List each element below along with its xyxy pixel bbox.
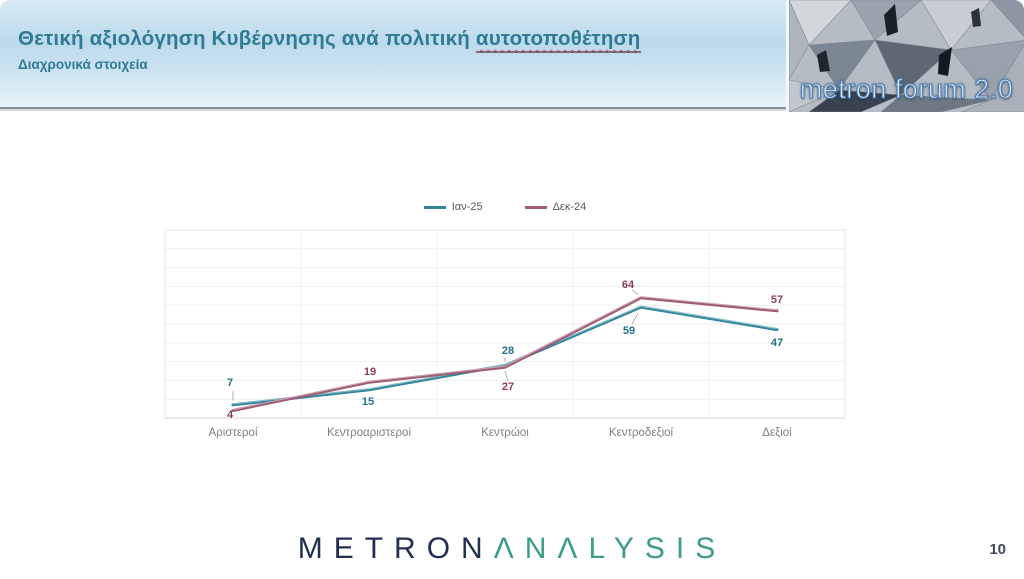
forum-photo-image [789,0,1024,112]
data-label-Ιαν-25-Κεντροδεξιοί: 59 [622,325,636,338]
data-label-Ιαν-25-Κεντρώοι: 28 [501,345,515,358]
series-line-highlight [232,305,778,405]
plot-border [164,229,846,419]
label-leader-line [631,312,639,325]
page-title-text: Θετική αξιολόγηση Κυβέρνησης ανά πολιτικ… [18,27,476,50]
metron-forum-logo: metron forum 2.0 [786,0,1024,112]
legend-label: Ιαν-25 [451,201,483,213]
x-axis-label-Δεξιοί: Δεξιοί [762,427,792,439]
data-label-Ιαν-25-Αριστεροί: 7 [226,376,234,389]
series-line-Δεκ-24 [231,296,779,412]
legend-swatch [524,205,547,209]
series-line-Ιαν-25 [231,305,779,407]
page-title: Θετική αξιολόγηση Κυβέρνησης ανά πολιτικ… [18,27,641,53]
legend-item-Ιαν-25: Ιαν-25 [423,201,483,213]
forum-logo-text: metron forum 2.0 [799,74,1014,105]
logo-analysis-text: ΛNΛLYSIS [493,532,727,565]
series-line-highlight [232,296,778,411]
label-leader-line [631,289,639,296]
data-label-Ιαν-25-Κεντροαριστεροί: 15 [361,395,375,408]
metron-analysis-logo: METRONΛNΛLYSIS [0,532,1024,566]
x-axis-label-Κεντροδεξιοί: Κεντροδεξιοί [608,427,674,439]
x-axis-label-Αριστεροί: Αριστεροί [208,427,258,439]
x-axis-label-Κεντρώοι: Κεντρώοι [481,427,529,439]
chart-legend: Ιαν-25 Δεκ-24 [165,199,845,215]
x-axis-label-Κεντροαριστεροί: Κεντροαριστεροί [326,427,412,439]
header-divider [0,107,1024,109]
data-label-Δεκ-24-Κεντροαριστεροί: 19 [363,366,377,379]
page-number: 10 [989,541,1006,558]
data-label-Δεκ-24-Αριστεροί: 4 [226,409,234,422]
data-label-Ιαν-25-Δεξιοί: 47 [770,336,784,349]
legend-label: Δεκ-24 [552,201,587,213]
data-label-Δεκ-24-Κεντροδεξιοί: 64 [621,278,635,291]
page-title-underlined-word: αυτοτοποθέτηση [475,27,641,53]
logo-metron-text: METRON [297,532,494,565]
label-leader-line [504,371,509,382]
data-label-Δεκ-24-Κεντρώοι: 27 [501,381,515,394]
data-label-Δεκ-24-Δεξιοί: 57 [770,293,784,306]
legend-swatch [423,205,446,209]
page-subtitle: Διαχρονικά στοιχεία [18,57,148,72]
legend-item-Δεκ-24: Δεκ-24 [524,201,587,213]
